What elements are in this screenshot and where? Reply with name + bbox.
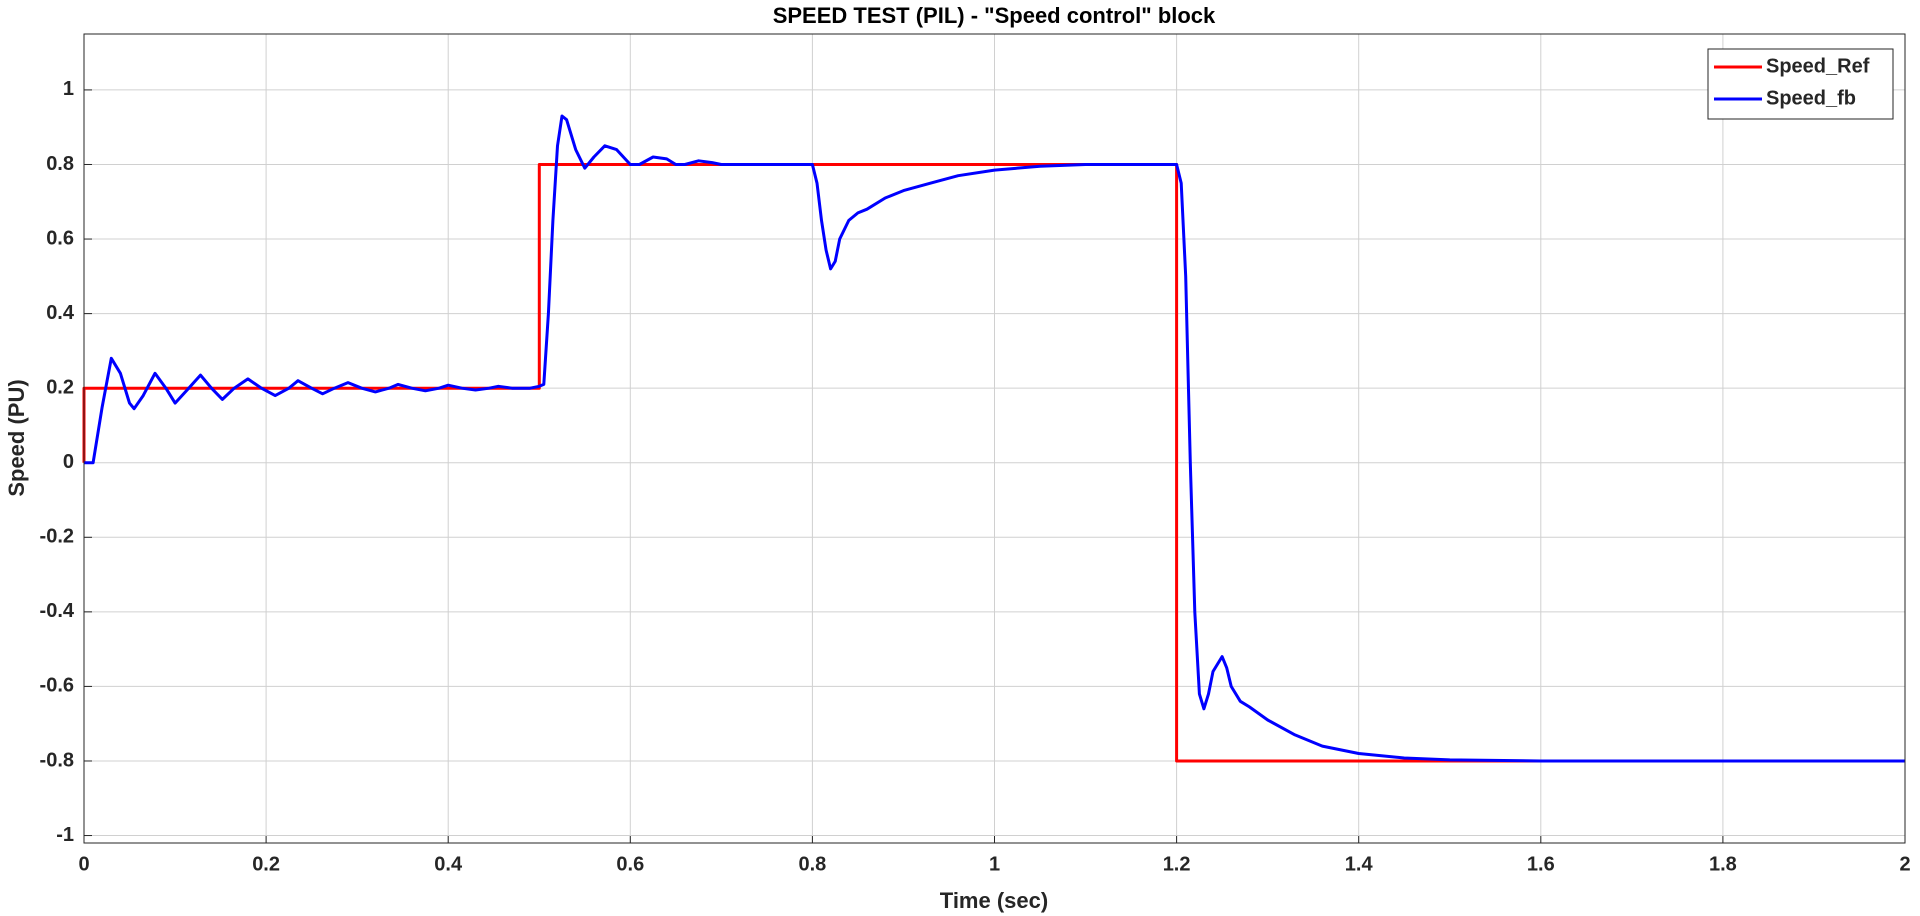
y-tick-label: -0.8 [40,749,74,771]
x-tick-label: 0 [78,853,89,875]
y-tick-label: -0.2 [40,526,74,548]
x-tick-label: 1.6 [1527,853,1555,875]
y-tick-label: 0 [63,451,74,473]
x-tick-label: 0.6 [616,853,644,875]
series-line [84,114,1905,763]
x-tick-label: 1 [989,853,1000,875]
y-tick-label: -1 [56,824,74,846]
legend-box [1707,48,1894,120]
y-axis-label: Speed (PU) [4,379,29,496]
y-tick-label: 0.8 [46,153,74,175]
x-tick-label: 1.2 [1163,853,1191,875]
x-tick-label: 0.4 [434,853,463,875]
y-tick-label: -0.4 [40,600,75,622]
legend-label: Speed_Ref [1766,55,1870,77]
x-axis-label: Time (sec) [940,888,1048,913]
y-tick-label: 0.6 [46,227,74,249]
x-tick-label: 1.8 [1709,853,1737,875]
legend: Speed_Ref Speed_fb [1707,48,1894,120]
legend-label: Speed_fb [1766,87,1856,109]
plot-border [83,33,1906,844]
x-tick-label: 2 [1899,853,1910,875]
x-tick-label: 0.8 [798,853,826,875]
y-tick-label: -0.6 [40,675,74,697]
x-tick-label: 0.2 [252,853,280,875]
y-tick-label: 0.2 [46,376,74,398]
y-tick-label: 1 [63,78,74,100]
chart-title: SPEED TEST (PIL) - "Speed control" block [773,3,1216,28]
y-tick-label: 0.4 [46,302,75,324]
x-tick-label: 1.4 [1345,853,1374,875]
